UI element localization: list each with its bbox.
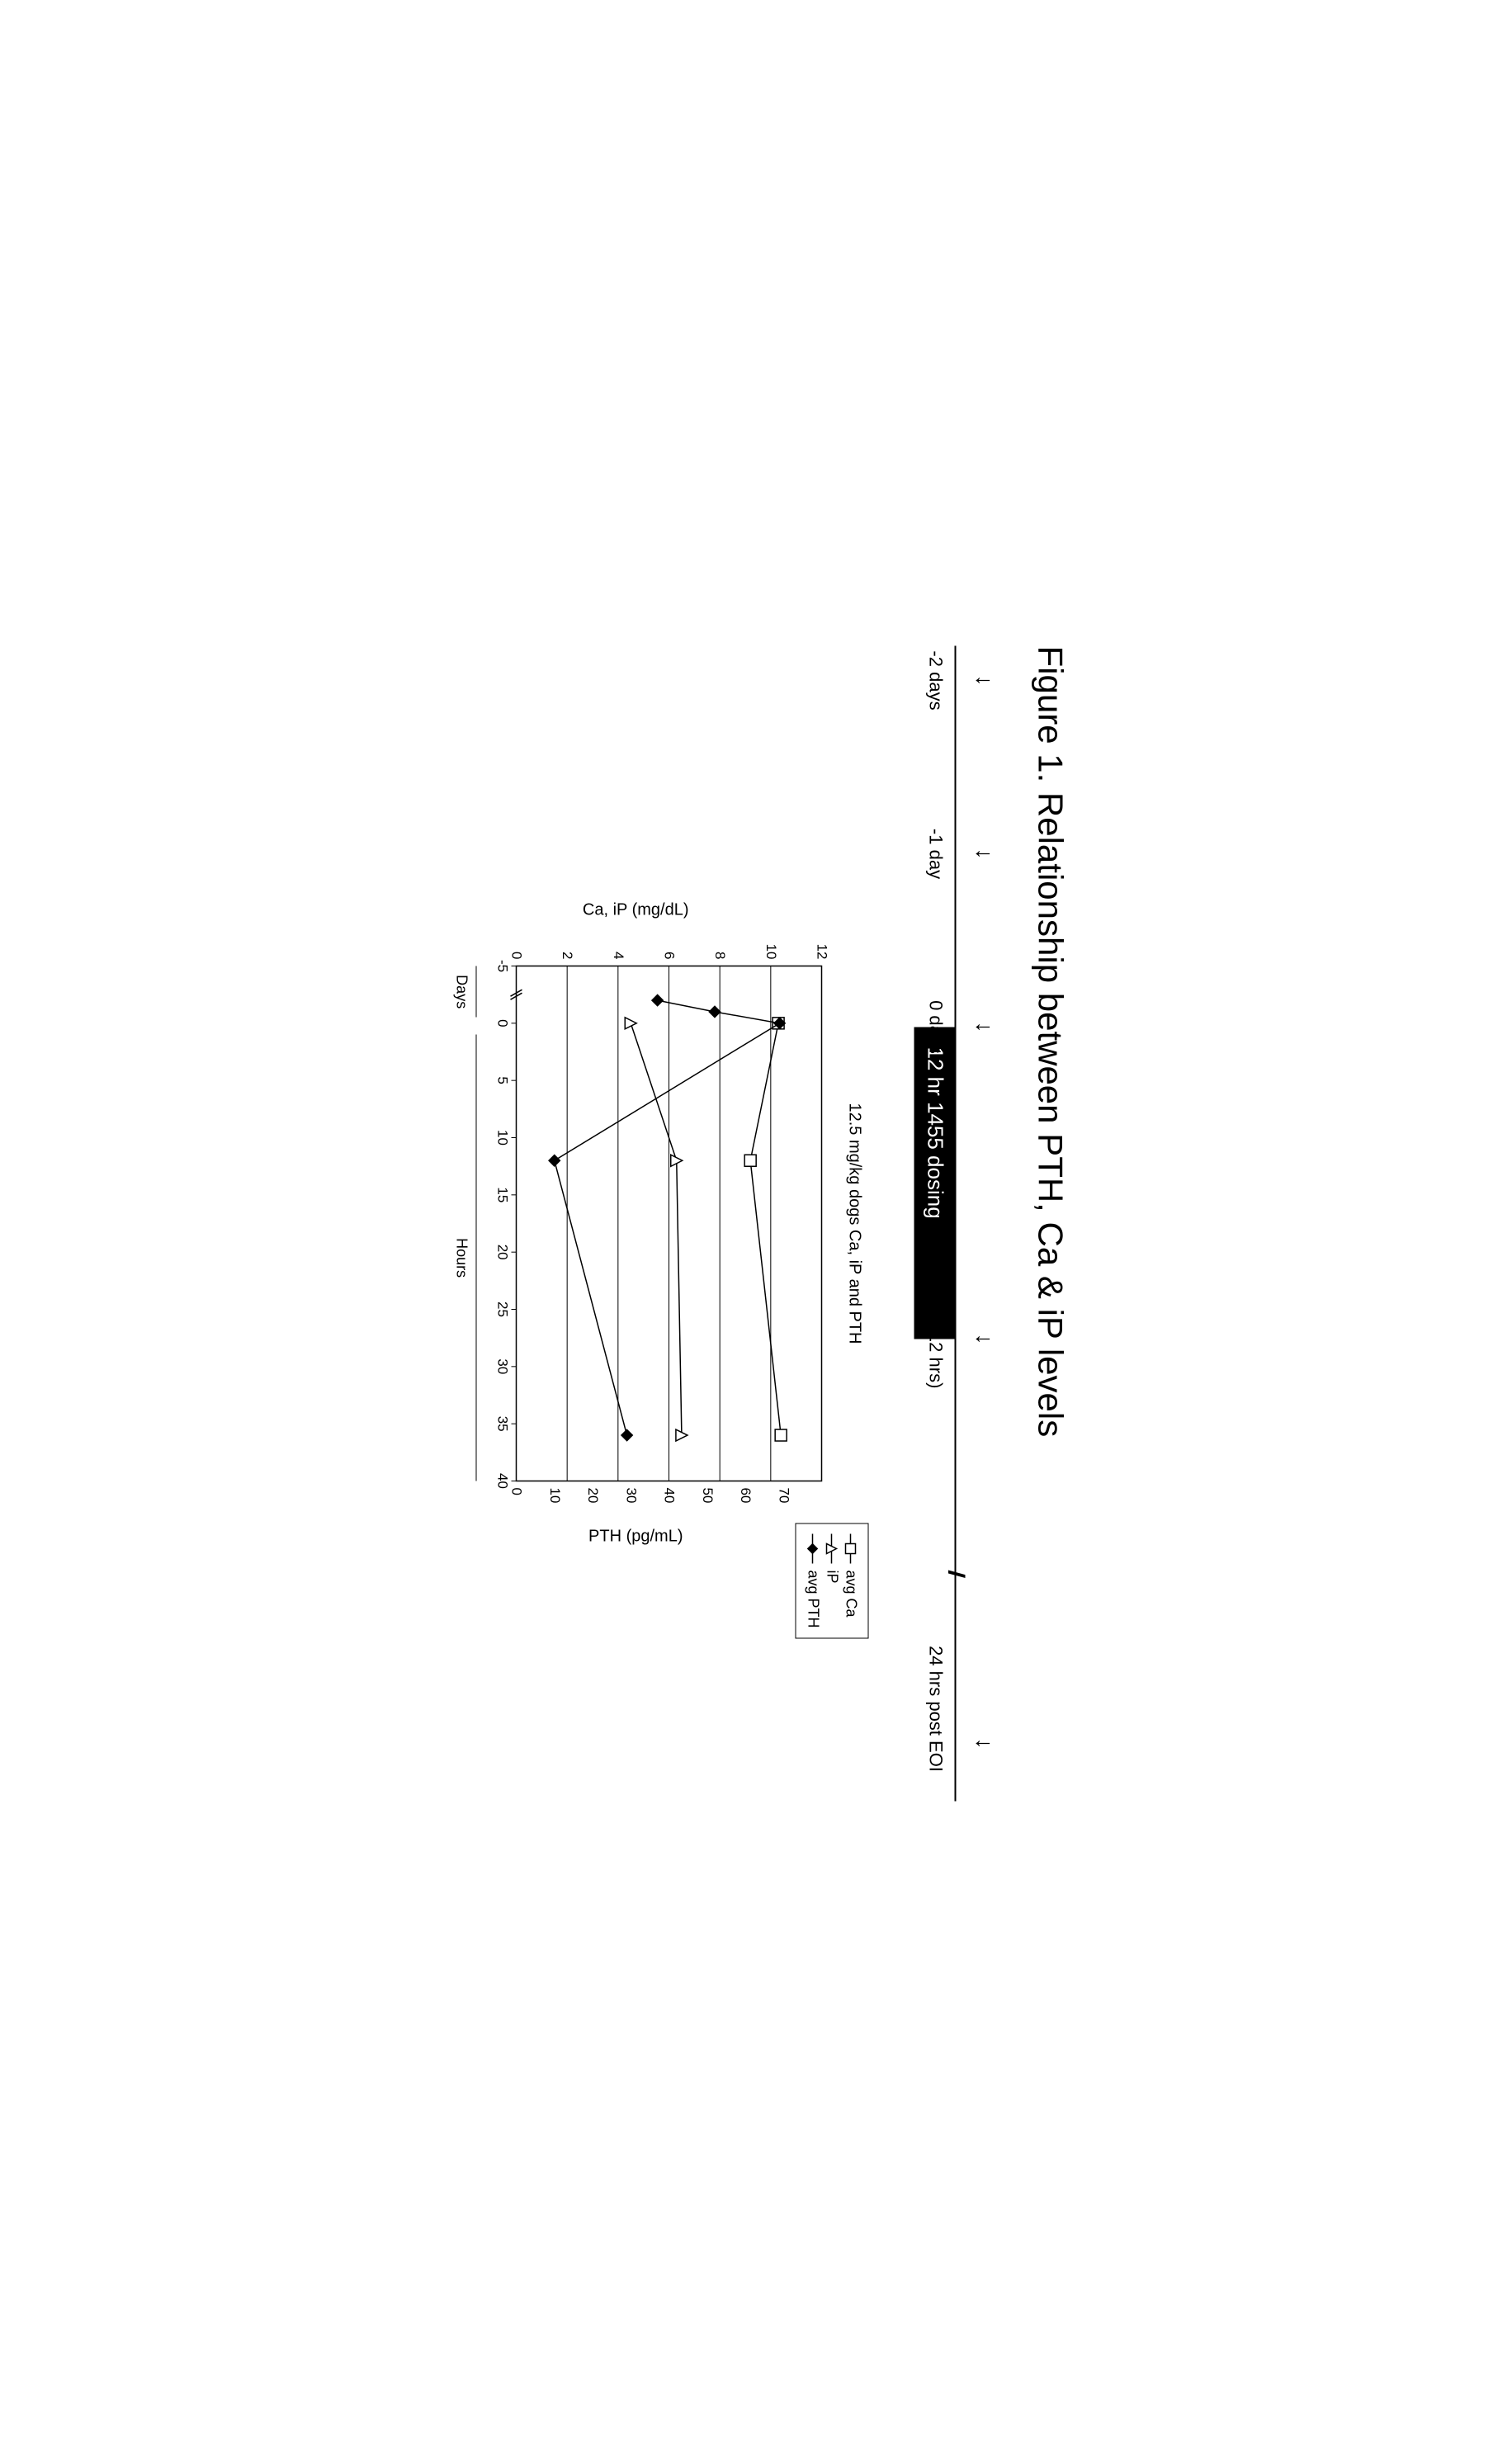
legend-label: avg PTH <box>805 1570 822 1627</box>
chart: 12.5 mg/kg dogs Ca, iP and PTH Ca, iP (m… <box>442 901 864 1547</box>
plot-area: -505101520253035400246810120102030405060… <box>442 927 830 1521</box>
svg-text:2: 2 <box>560 952 575 959</box>
timeline-arrow: ↓ <box>971 1022 998 1033</box>
svg-text:0: 0 <box>509 952 525 959</box>
svg-text:4: 4 <box>611 952 626 959</box>
chart-svg: -505101520253035400246810120102030405060… <box>484 927 830 1521</box>
svg-text:40: 40 <box>495 1473 511 1489</box>
svg-text:6: 6 <box>662 952 678 959</box>
timeline: ↓ ↓ ↓ ↓ ↓ 12 hr 1455 dosing // -2 days -1 day… <box>914 646 998 1802</box>
timeline-break-mark: // <box>943 1571 970 1574</box>
legend-item: avg PTH <box>805 1533 822 1627</box>
legend: avg CaiPavg PTH <box>796 1523 869 1638</box>
svg-text:-5: -5 <box>495 960 511 972</box>
svg-text:30: 30 <box>623 1488 639 1504</box>
timeline-arrow: ↓ <box>971 1334 998 1345</box>
svg-text:0: 0 <box>495 1019 511 1027</box>
chart-section: 12.5 mg/kg dogs Ca, iP and PTH Ca, iP (m… <box>442 646 864 1802</box>
x-axis-sections: Days Hours <box>442 927 480 1521</box>
svg-text:0: 0 <box>509 1488 525 1495</box>
timeline-labels: -2 days -1 day 0 days EOI (12 hrs) 24 hrs po… <box>914 646 947 1802</box>
legend-symbol <box>825 1533 839 1563</box>
svg-text:10: 10 <box>547 1488 563 1504</box>
svg-text:30: 30 <box>495 1358 511 1374</box>
x-section-label-days: Days <box>453 975 470 1009</box>
svg-text:20: 20 <box>585 1488 601 1504</box>
figure-page: Figure 1. Relationship between PTH, Ca &… <box>442 646 1070 1802</box>
x-section-label-hours: Hours <box>453 1238 470 1278</box>
legend-symbol <box>806 1533 820 1563</box>
svg-text:10: 10 <box>495 1130 511 1146</box>
legend-item: avg Ca <box>843 1533 860 1627</box>
svg-text:40: 40 <box>662 1488 678 1504</box>
svg-text:25: 25 <box>495 1301 511 1317</box>
timeline-arrow: ↓ <box>971 1738 998 1750</box>
svg-text:70: 70 <box>776 1488 791 1504</box>
x-section-underline-hours <box>476 1035 477 1481</box>
legend-item: iP <box>824 1533 841 1627</box>
svg-text:20: 20 <box>495 1245 511 1260</box>
svg-text:35: 35 <box>495 1416 511 1432</box>
timeline-label: 24 hrs post EOI <box>925 1646 947 1772</box>
figure-title: Figure 1. Relationship between PTH, Ca &… <box>1031 646 1070 1802</box>
legend-label: iP <box>824 1570 841 1583</box>
chart-title: 12.5 mg/kg dogs Ca, iP and PTH <box>845 901 864 1547</box>
legend-symbol <box>843 1533 858 1563</box>
timeline-axis: 12 hr 1455 dosing // <box>955 646 957 1802</box>
svg-text:5: 5 <box>495 1076 511 1084</box>
svg-text:12: 12 <box>815 944 830 960</box>
timeline-arrows: ↓ ↓ ↓ ↓ ↓ <box>957 646 998 1802</box>
y-right-axis-label: PTH (pg/mL) <box>588 1528 683 1547</box>
timeline-arrow: ↓ <box>971 675 998 687</box>
svg-text:15: 15 <box>495 1187 511 1202</box>
legend-label: avg Ca <box>843 1570 860 1617</box>
timeline-label: EOI (12 hrs) <box>925 1290 947 1389</box>
svg-text:8: 8 <box>712 952 728 959</box>
svg-text:60: 60 <box>738 1488 754 1504</box>
y-left-axis-label: Ca, iP (mg/dL) <box>583 901 689 920</box>
plot-wrap: Ca, iP (mg/dL) -505101520253035400246810… <box>442 901 830 1547</box>
timeline-label: -2 days <box>925 650 947 710</box>
timeline-label: 0 days <box>925 1000 947 1054</box>
timeline-label: -1 day <box>925 829 947 879</box>
svg-text:50: 50 <box>700 1488 716 1504</box>
timeline-arrow: ↓ <box>971 848 998 860</box>
svg-text:10: 10 <box>763 944 779 960</box>
x-section-underline-days <box>476 966 477 1018</box>
